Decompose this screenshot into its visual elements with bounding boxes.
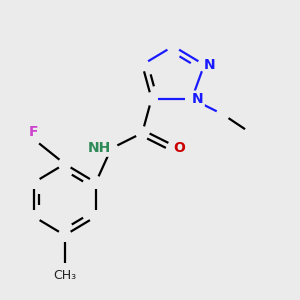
Text: NH: NH — [88, 142, 111, 155]
Text: N: N — [192, 92, 203, 106]
Text: F: F — [29, 125, 38, 139]
Text: N: N — [204, 58, 216, 72]
Text: CH₃: CH₃ — [53, 269, 76, 282]
Text: O: O — [173, 142, 185, 155]
